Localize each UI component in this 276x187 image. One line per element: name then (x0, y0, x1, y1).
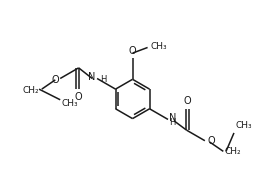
Text: H: H (169, 118, 176, 127)
Text: CH₃: CH₃ (150, 42, 167, 51)
Text: O: O (184, 96, 191, 105)
Text: O: O (129, 46, 136, 56)
Text: CH₂: CH₂ (22, 86, 39, 95)
Text: N: N (169, 113, 177, 123)
Text: O: O (51, 75, 59, 85)
Text: CH₃: CH₃ (62, 99, 78, 108)
Text: H: H (100, 75, 106, 84)
Text: N: N (88, 72, 96, 82)
Text: O: O (75, 92, 83, 102)
Text: CH₂: CH₂ (225, 147, 241, 156)
Text: O: O (208, 136, 215, 146)
Text: CH₃: CH₃ (235, 121, 252, 130)
